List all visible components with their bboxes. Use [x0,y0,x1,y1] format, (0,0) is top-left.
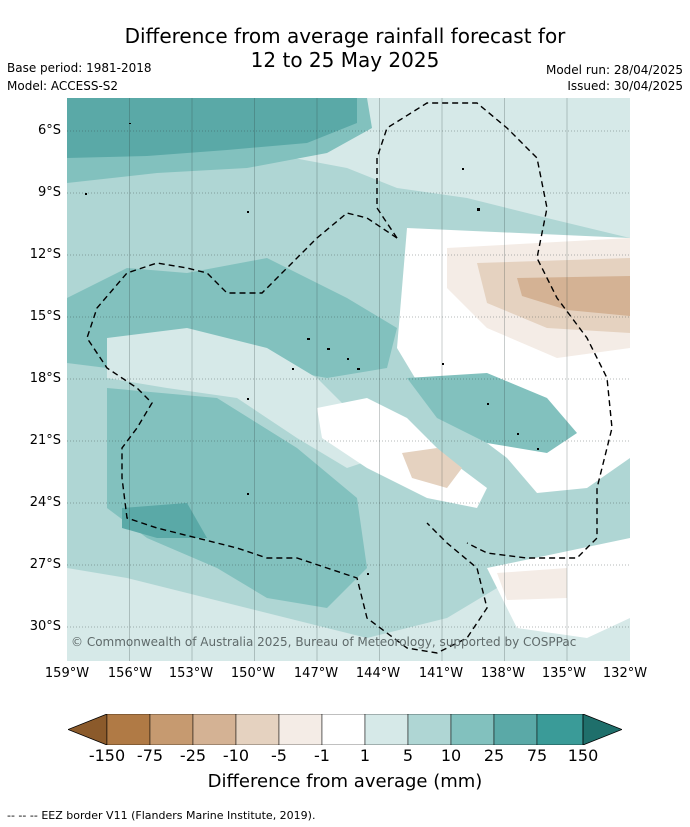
contour-dry-spot-central [402,448,462,488]
contour-mid-east [407,373,577,453]
lat-tick-24s: 24°S [29,495,61,510]
lat-tick-15s: 15°S [29,309,61,324]
lat-tick-6s: 6°S [37,123,61,138]
colorbar-swatch-8 [407,713,452,746]
colorbar-swatch-2 [149,713,194,746]
lon-tick-141w: 141°W [418,666,464,681]
colorbar-label: 25 [483,746,505,765]
lat-tick-27s: 27°S [29,557,61,572]
colorbar-swatch-4 [235,713,280,746]
eez-legend-symbol: -- -- -- [7,809,38,822]
colorbar [66,713,624,746]
rainfall-map-svg: © Commonwealth of Australia 2025, Bureau… [67,98,630,661]
map-title-line2: 12 to 25 May 2025 [250,48,440,72]
contour-light-central [107,328,377,468]
colorbar-swatch-1 [106,713,151,746]
lat-tick-30s: 30°S [29,619,61,634]
colorbar-label: -1 [314,746,330,765]
colorbar-swatch-7 [364,713,409,746]
rainfall-map: © Commonwealth of Australia 2025, Bureau… [67,98,630,661]
contour-mid-south [107,388,367,608]
colorbar-label: -75 [136,746,164,765]
lon-tick-150w: 150°W [230,666,276,681]
contour-dark-northwest [67,98,357,158]
model-label: Model: ACCESS-S2 [7,79,119,93]
longitude-gridlines [129,98,568,661]
lon-tick-135w: 135°W [541,666,587,681]
lon-tick-159w: 159°W [44,666,90,681]
island-markers [85,123,539,575]
base-period-label: Base period: 1981-2018 [7,61,152,75]
colorbar-label: 1 [359,746,371,765]
colorbar-swatch-10 [493,713,538,746]
lat-tick-18s: 18°S [29,371,61,386]
lon-tick-147w: 147°W [293,666,339,681]
contour-dark-south [122,503,207,538]
colorbar-swatch-3 [192,713,237,746]
lon-tick-144w: 144°W [355,666,401,681]
lat-tick-9s: 9°S [37,185,61,200]
issued-label: Issued: 30/04/2025 [567,79,683,93]
colorbar-label: 150 [567,746,599,765]
colorbar-extend-low [66,713,108,746]
contour-dry-spot-southeast [497,568,567,600]
colorbar-title: Difference from average (mm) [207,771,483,792]
colorbar-swatch-5 [278,713,323,746]
copyright-notice: © Commonwealth of Australia 2025, Bureau… [71,635,576,649]
eez-legend-text: EEZ border V11 (Flanders Marine Institut… [41,809,316,822]
lat-tick-12s: 12°S [29,247,61,262]
eez-legend: -- -- -- EEZ border V11 (Flanders Marine… [7,809,315,822]
lon-tick-132w: 132°W [602,666,648,681]
colorbar-label: 5 [402,746,414,765]
contour-light-south [67,568,630,661]
latitude-gridlines [67,130,630,628]
eez-border [86,102,613,654]
contour-dry-dark-east [517,276,630,316]
colorbar-label: -10 [222,746,250,765]
colorbar-swatch-6 [321,713,366,746]
colorbar-label: -25 [179,746,207,765]
colorbar-label: 10 [440,746,462,765]
colorbar-svg [66,713,624,746]
colorbar-label: 75 [526,746,548,765]
lon-tick-153w: 153°W [168,666,214,681]
lat-tick-21s: 21°S [29,433,61,448]
colorbar-extend-high [582,713,624,746]
colorbar-label: -150 [88,746,126,765]
lon-tick-156w: 156°W [107,666,153,681]
colorbar-swatch-11 [536,713,584,746]
model-run-label: Model run: 28/04/2025 [545,63,683,77]
colorbar-swatch-9 [450,713,495,746]
map-title-line1: Difference from average rainfall forecas… [124,24,566,48]
colorbar-label: -5 [271,746,287,765]
lon-tick-138w: 138°W [480,666,526,681]
